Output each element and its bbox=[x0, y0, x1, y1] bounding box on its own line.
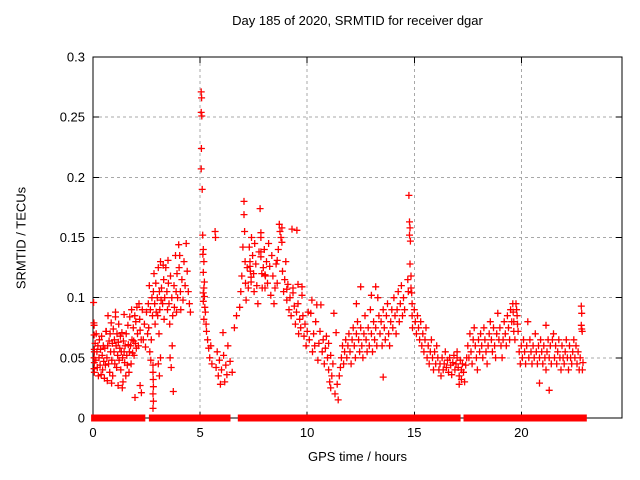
zero-value-segment bbox=[425, 414, 441, 422]
x-tick-label: 20 bbox=[514, 425, 528, 440]
zero-value-segment bbox=[343, 414, 360, 422]
zero-value-segment bbox=[299, 414, 315, 422]
zero-value-segment bbox=[159, 414, 167, 422]
zero-value-segment bbox=[289, 414, 305, 422]
zero-value-segment bbox=[401, 414, 418, 422]
zero-value-segment bbox=[122, 414, 134, 422]
zero-value-segment bbox=[177, 414, 187, 422]
zero-value-segment bbox=[278, 414, 294, 422]
zero-value-segment bbox=[565, 414, 581, 422]
zero-value-segment bbox=[267, 414, 284, 422]
zero-value-segment bbox=[552, 414, 570, 422]
zero-value-segment bbox=[100, 414, 113, 422]
y-tick-label: 0.05 bbox=[60, 350, 85, 365]
chart-title: Day 185 of 2020, SRMTID for receiver dga… bbox=[232, 13, 483, 28]
zero-value-segment bbox=[197, 414, 212, 422]
zero-value-segment bbox=[206, 414, 221, 422]
zero-value-segment bbox=[148, 414, 163, 422]
zero-value-segment bbox=[513, 414, 531, 422]
zero-value-segment bbox=[182, 414, 192, 422]
zero-value-segment bbox=[463, 414, 480, 422]
zero-value-segment bbox=[355, 414, 371, 422]
y-tick-label: 0.2 bbox=[67, 170, 85, 185]
zero-value-segment bbox=[321, 414, 337, 422]
zero-value-segment bbox=[487, 414, 505, 422]
zero-value-segment bbox=[475, 414, 493, 422]
zero-value-segment bbox=[389, 414, 406, 422]
zero-value-segment bbox=[377, 414, 395, 422]
zero-value-segment bbox=[91, 414, 105, 422]
zero-value-segment bbox=[170, 414, 182, 422]
y-tick-label: 0.1 bbox=[67, 290, 85, 305]
x-tick-label: 15 bbox=[407, 425, 421, 440]
zero-value-segment bbox=[539, 414, 557, 422]
zero-value-segment bbox=[248, 414, 262, 422]
x-axis-label: GPS time / hours bbox=[308, 449, 407, 464]
zero-value-segment bbox=[257, 414, 273, 422]
zero-value-segment bbox=[366, 414, 383, 422]
zero-value-segment bbox=[166, 414, 174, 422]
zero-value-segment bbox=[108, 414, 120, 422]
zero-value-segment bbox=[413, 414, 430, 422]
zero-value-segment bbox=[215, 414, 231, 422]
zero-value-segment bbox=[447, 414, 461, 422]
zero-value-segment bbox=[190, 414, 203, 422]
zero-value-segment bbox=[310, 414, 326, 422]
data-points bbox=[90, 88, 587, 412]
y-tick-label: 0 bbox=[78, 411, 85, 426]
y-tick-label: 0.25 bbox=[60, 110, 85, 125]
zero-value-segment bbox=[135, 414, 146, 422]
x-tick-label: 5 bbox=[196, 425, 203, 440]
x-tick-label: 10 bbox=[300, 425, 314, 440]
x-tick-label: 0 bbox=[89, 425, 96, 440]
y-tick-label: 0.3 bbox=[67, 50, 85, 65]
zero-value-segment bbox=[332, 414, 348, 422]
zero-value-segment bbox=[436, 414, 452, 422]
zero-value-segment bbox=[114, 414, 127, 422]
zero-value-segment bbox=[237, 414, 253, 422]
zero-value-segment bbox=[526, 414, 544, 422]
zero-value-segment bbox=[500, 414, 518, 422]
zero-value-segment bbox=[129, 414, 141, 422]
zero-value-segment bbox=[575, 414, 587, 422]
y-tick-label: 0.15 bbox=[60, 230, 85, 245]
